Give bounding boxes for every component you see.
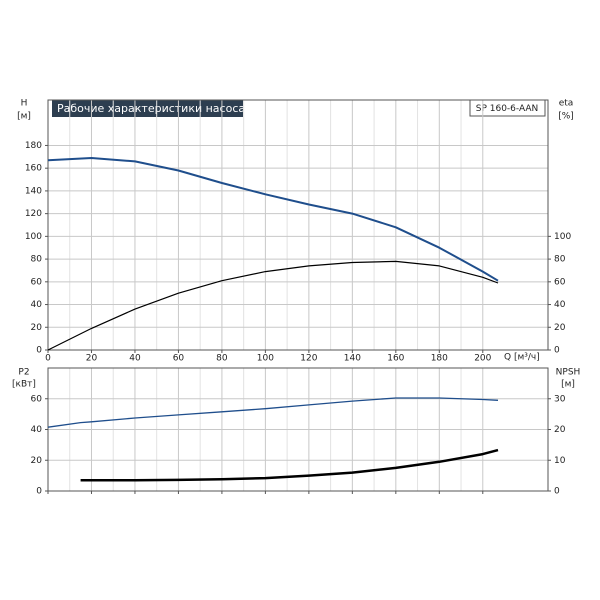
y-label: H [21,99,28,109]
y-unit: [кВт] [12,380,36,390]
plot-frame [47,99,549,351]
y2-unit: [м] [561,380,575,390]
y-tick-label: 40 [31,425,43,435]
y2-tick-label: 100 [554,232,571,242]
series-line [47,260,499,351]
y-tick-label: 60 [31,277,43,287]
y-unit: [м] [17,112,31,122]
y2-unit: [%] [558,112,574,122]
y2-tick-label: 80 [554,255,566,265]
x-tick-label: 140 [344,354,361,364]
y-tick-label: 20 [31,456,43,466]
x-tick-label: 80 [216,354,228,364]
y2-label: eta [559,99,574,109]
plot-frame [47,367,549,492]
title-box [52,100,243,117]
y-tick-label: 20 [31,323,43,333]
x-tick-label: 200 [474,354,491,364]
x-label: Q [м³/ч] [504,353,540,363]
y2-tick-label: 60 [554,277,566,287]
y-tick-label: 80 [31,255,43,265]
series-line [47,157,499,282]
x-tick-label: 180 [431,354,448,364]
y-label: P2 [18,368,29,378]
x-tick-label: 160 [387,354,404,364]
y-tick-label: 40 [31,300,43,310]
y-tick-label: 0 [36,346,42,356]
y2-label: NPSH [556,368,581,378]
chart-title: Рабочие характеристики насоса [57,102,245,115]
y2-tick-label: 0 [554,487,560,497]
y2-tick-label: 10 [554,456,566,466]
y-tick-label: 160 [25,164,42,174]
y2-tick-label: 0 [554,346,560,356]
y2-tick-label: 20 [554,425,566,435]
y2-tick-label: 40 [554,300,566,310]
y2-tick-label: 20 [554,323,566,333]
x-tick-label: 20 [86,354,98,364]
y-tick-label: 60 [31,394,43,404]
y-tick-label: 120 [25,209,42,219]
x-tick-label: 0 [45,354,51,364]
y-tick-label: 100 [25,232,42,242]
y2-tick-label: 30 [554,394,566,404]
series-line [80,448,499,482]
y-tick-label: 0 [36,487,42,497]
series-line [47,397,499,428]
x-tick-label: 100 [257,354,274,364]
x-tick-label: 60 [173,354,185,364]
y-tick-label: 180 [25,141,42,151]
x-tick-label: 120 [300,354,317,364]
model-label: SP 160-6-AAN [476,104,539,114]
y-tick-label: 140 [25,186,42,196]
x-tick-label: 40 [129,354,141,364]
